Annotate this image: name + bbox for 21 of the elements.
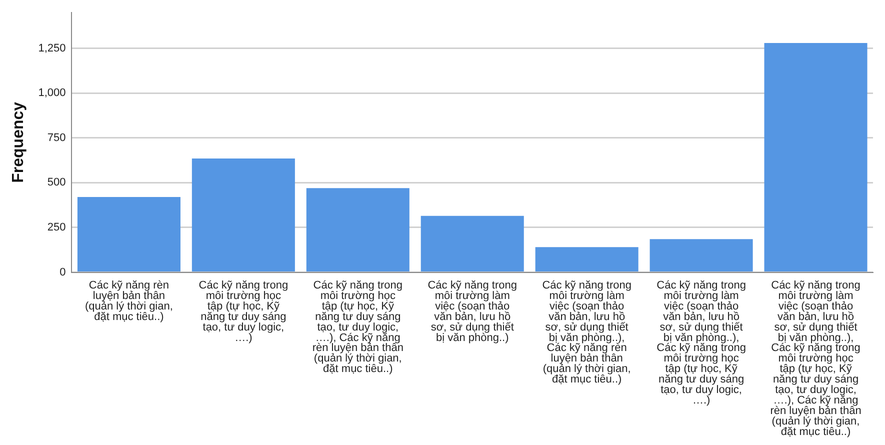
y-axis-title: Frequency <box>10 102 28 183</box>
category-label: Các kỹ năng trong môi trường học tập (tự học, Kỹ năng tư duy sáng tạo, tư duy logic, ….), Các kỹ năng rèn luyện bản thân (quản lý thời gian, đặt mục tiêu..) <box>312 280 404 376</box>
x-tick-label: Các kỹ năng trong môi trường học tập (tự học, Kỹ năng tư duy sáng tạo, tư duy logic, ….) <box>198 280 288 344</box>
y-tick-label: 1,000 <box>38 87 66 100</box>
bar <box>306 188 410 272</box>
bar <box>650 239 753 272</box>
category-label: Các kỹ năng trong môi trường làm việc (soạn thảo văn bản, lưu hồ sơ, sử dụng thiết bị văn phòng..), Các kỹ năng trong môi trường học tập (tự học, Kỹ năng tư duy sáng tạo, tư duy logic, ….) <box>656 280 746 406</box>
x-tick-label: Các kỹ năng trong môi trường làm việc (soạn thảo văn bản, lưu hồ sơ, sử dụng thiết bị văn phòng..) <box>428 280 518 344</box>
bar <box>192 158 295 272</box>
y-tick-label: 750 <box>47 132 66 144</box>
bar <box>535 247 638 272</box>
y-tick-label: 250 <box>47 222 66 234</box>
category-label: Các kỹ năng trong môi trường làm việc (soạn thảo văn bản, lưu hồ sơ, sử dụng thiết bị văn phòng..), Các kỹ năng rèn luyện bản thân (quản lý thời gian, đặt mục tiêu..) <box>542 280 632 386</box>
y-tick-label: 0 <box>60 266 66 278</box>
bar <box>420 216 524 272</box>
y-tick-label: 1,250 <box>38 42 66 54</box>
bar <box>77 197 180 272</box>
x-tick-label: Các kỹ năng rèn luyện bản thân (quản lý thời gian, đặt mục tiêu..) <box>84 280 173 323</box>
y-tick-label: 500 <box>47 176 66 189</box>
category-label: Các kỹ năng trong môi trường làm việc (soạn thảo văn bản, lưu hồ sơ, sử dụng thiết bị văn phòng..), Các kỹ năng trong môi trường học tập (tự học, Kỹ năng tư duy sáng tạo, tư duy logic, ….), Các kỹ năng rèn luyện bản thân (quản lý thời gian, đặt mục tiêu..) <box>770 280 862 438</box>
bar <box>764 43 868 272</box>
